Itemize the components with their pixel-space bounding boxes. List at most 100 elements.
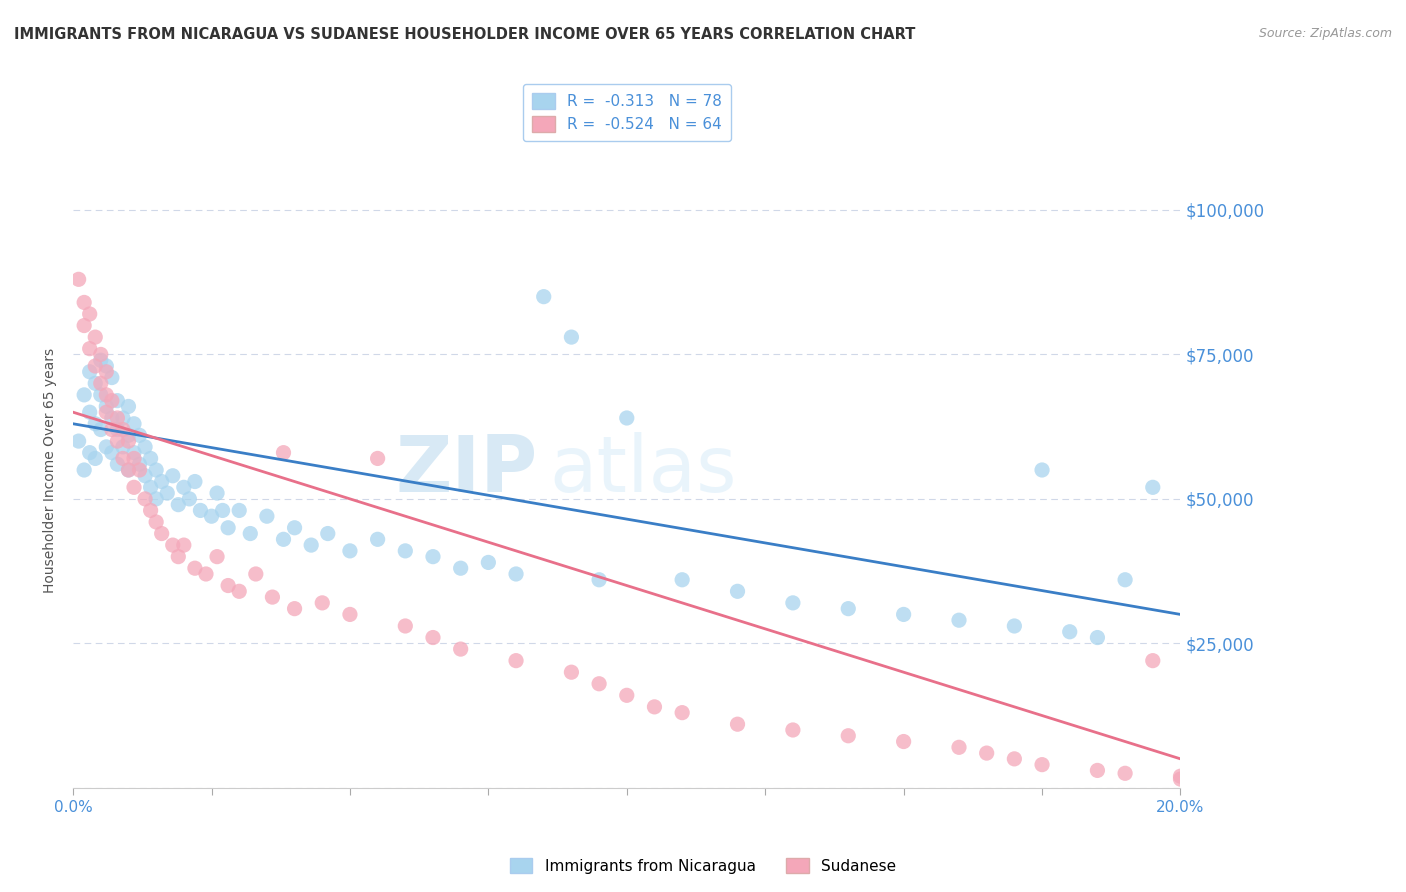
Point (367, 533, 389, 547)
Point (782, 723, 804, 737)
Point (948, 740, 970, 755)
Point (167, 498, 190, 512)
Point (228, 503, 250, 517)
Point (84, 359, 107, 373)
Point (122, 451, 145, 466)
Point (450, 561, 472, 575)
Point (173, 538, 195, 552)
Point (73, 318, 96, 333)
Point (117, 428, 139, 442)
Point (533, 290, 555, 304)
Point (1170, 769, 1192, 783)
Point (101, 445, 124, 459)
Point (273, 533, 295, 547)
Point (422, 631, 444, 645)
Point (1031, 757, 1053, 772)
Point (184, 561, 207, 575)
Point (217, 521, 239, 535)
Point (67, 434, 90, 449)
Point (84, 376, 107, 391)
Point (162, 538, 184, 552)
Point (1087, 631, 1109, 645)
Point (145, 491, 167, 506)
Point (90, 423, 112, 437)
Point (217, 578, 239, 592)
Point (643, 699, 665, 714)
Point (105, 457, 128, 471)
Point (588, 677, 610, 691)
Point (150, 475, 173, 489)
Point (128, 463, 150, 477)
Point (560, 665, 582, 680)
Point (134, 440, 156, 454)
Point (394, 544, 416, 558)
Point (79, 445, 101, 459)
Point (505, 566, 527, 581)
Point (671, 706, 693, 720)
Point (90, 347, 112, 361)
Point (316, 526, 339, 541)
Point (256, 509, 278, 524)
Point (122, 445, 145, 459)
Point (128, 428, 150, 442)
Point (1002, 752, 1025, 766)
Point (228, 584, 250, 599)
Point (96, 388, 118, 402)
Point (505, 654, 527, 668)
Point (162, 468, 184, 483)
Point (1031, 463, 1053, 477)
Point (1114, 766, 1136, 780)
Point (134, 491, 156, 506)
Point (837, 729, 859, 743)
Text: IMMIGRANTS FROM NICARAGUA VS SUDANESE HOUSEHOLDER INCOME OVER 65 YEARS CORRELATI: IMMIGRANTS FROM NICARAGUA VS SUDANESE HO… (14, 27, 915, 42)
Point (976, 746, 998, 760)
Point (122, 417, 145, 431)
Point (73, 463, 96, 477)
Point (84, 451, 107, 466)
Point (1002, 619, 1025, 633)
Point (1170, 772, 1192, 786)
Point (117, 463, 139, 477)
Point (139, 480, 162, 494)
Point (245, 566, 267, 581)
Point (79, 342, 101, 356)
Point (173, 480, 195, 494)
Point (205, 549, 228, 564)
Point (79, 365, 101, 379)
Point (79, 307, 101, 321)
Point (893, 734, 915, 748)
Point (96, 359, 118, 373)
Point (139, 503, 162, 517)
Point (90, 388, 112, 402)
Point (117, 434, 139, 449)
Point (190, 503, 212, 517)
Point (96, 405, 118, 419)
Y-axis label: Householder Income Over 65 years: Householder Income Over 65 years (44, 347, 58, 592)
Point (105, 423, 128, 437)
Point (79, 405, 101, 419)
Point (145, 515, 167, 529)
Point (450, 642, 472, 657)
Point (179, 491, 201, 506)
Point (422, 549, 444, 564)
Point (111, 440, 134, 454)
Point (727, 717, 749, 731)
Point (84, 330, 107, 344)
Point (101, 370, 124, 384)
Text: atlas: atlas (550, 432, 737, 508)
Point (111, 451, 134, 466)
Point (194, 566, 217, 581)
Point (90, 376, 112, 391)
Point (111, 423, 134, 437)
Point (105, 434, 128, 449)
Point (111, 411, 134, 425)
Point (616, 688, 638, 702)
Text: ZIP: ZIP (396, 432, 538, 508)
Point (101, 423, 124, 437)
Point (73, 295, 96, 310)
Point (311, 596, 333, 610)
Point (150, 526, 173, 541)
Point (671, 573, 693, 587)
Text: Source: ZipAtlas.com: Source: ZipAtlas.com (1258, 27, 1392, 40)
Point (1142, 480, 1164, 494)
